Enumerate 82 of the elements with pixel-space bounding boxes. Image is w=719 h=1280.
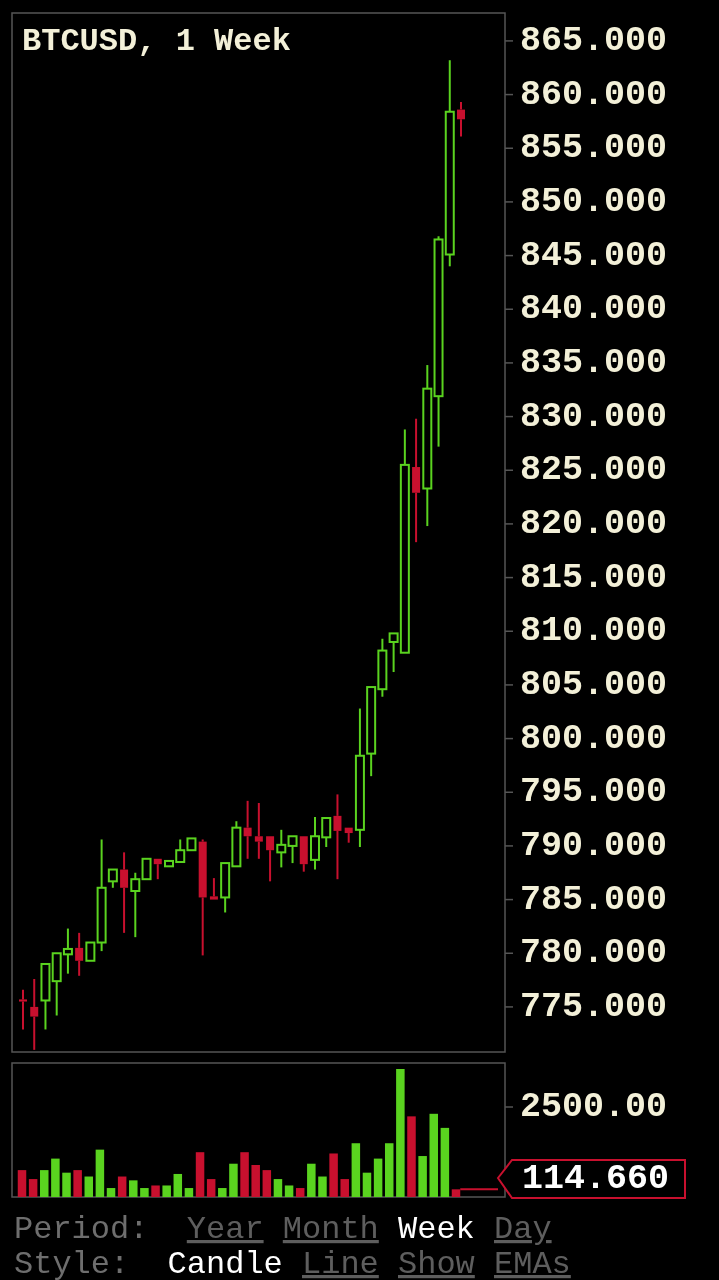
y-tick-label: 800.000 [520, 718, 668, 759]
text: Line [302, 1246, 379, 1280]
y-tick-label: 815.000 [520, 557, 668, 598]
bar [418, 1156, 427, 1197]
y-tick-label: 780.000 [520, 933, 668, 974]
bar [295, 1188, 305, 1197]
bar [251, 1165, 260, 1197]
bar [206, 1179, 216, 1197]
y-tick-label: 805.000 [520, 664, 668, 705]
bar [95, 1149, 105, 1197]
candlestick [198, 838, 207, 957]
bar [84, 1176, 94, 1197]
text: Show EMAs [398, 1246, 571, 1280]
y-tick-label: 835.000 [520, 342, 668, 383]
bar [73, 1170, 82, 1197]
bar [396, 1069, 405, 1197]
bar [429, 1113, 438, 1197]
bar [218, 1188, 227, 1197]
bar [362, 1172, 372, 1197]
candlestick [422, 364, 433, 528]
candlestick [254, 801, 263, 860]
bar [62, 1172, 71, 1197]
y-tick-label: 775.000 [520, 986, 668, 1027]
y-tick-label: 825.000 [520, 450, 668, 491]
text: 114.660 [522, 1159, 670, 1199]
bar [307, 1163, 316, 1197]
bar [284, 1185, 294, 1197]
candlestick [75, 931, 84, 977]
bar [195, 1152, 205, 1197]
bar [184, 1188, 194, 1197]
bar [384, 1143, 394, 1197]
text: Year [186, 1211, 264, 1248]
candlestick [412, 417, 421, 544]
bar [440, 1127, 450, 1197]
candlestick [120, 851, 129, 934]
bar [129, 1180, 138, 1197]
bar [17, 1170, 27, 1197]
y-tick-label: 820.000 [520, 503, 668, 544]
y-tick-label: 845.000 [520, 235, 668, 276]
text: Candle [167, 1246, 283, 1280]
y-tick-label: 840.000 [520, 289, 668, 330]
bar [273, 1179, 283, 1197]
bar [51, 1158, 60, 1197]
text: 2500.00 [520, 1087, 668, 1127]
chart-title: BTCUSD, 1 Week [22, 22, 291, 60]
bar [351, 1143, 361, 1197]
bar [262, 1170, 272, 1197]
bar [329, 1153, 338, 1197]
y-tick-label: 795.000 [520, 772, 668, 813]
y-tick-label: 865.000 [520, 20, 668, 61]
bar [373, 1158, 383, 1197]
candlestick [333, 793, 342, 881]
text: Month [282, 1211, 379, 1248]
bar [117, 1176, 127, 1197]
y-tick-label: 830.000 [520, 396, 668, 437]
bar [407, 1116, 416, 1197]
bar [451, 1189, 461, 1197]
bar [106, 1188, 116, 1197]
bar [318, 1176, 327, 1197]
bar [40, 1170, 49, 1197]
bar [340, 1179, 349, 1197]
candlestick [30, 978, 39, 1051]
bar [173, 1173, 183, 1197]
bar [151, 1185, 160, 1197]
y-tick-label: 855.000 [520, 128, 668, 169]
candlestick [243, 799, 252, 860]
y-tick-label: 785.000 [520, 879, 668, 920]
bar [140, 1188, 149, 1197]
bar [28, 1179, 38, 1197]
y-tick-label: 850.000 [520, 181, 668, 222]
bar [229, 1163, 238, 1197]
text: Week [398, 1211, 475, 1248]
y-tick-label: 790.000 [520, 825, 668, 866]
text: Style: [14, 1246, 130, 1280]
y-tick-label: 810.000 [520, 611, 668, 652]
candlestick [354, 707, 365, 848]
bar [240, 1152, 249, 1197]
y-tick-label: 860.000 [520, 74, 668, 115]
candlestick [276, 828, 287, 869]
bar [162, 1185, 171, 1197]
text: Period: [14, 1211, 149, 1248]
text: Day [494, 1211, 552, 1248]
